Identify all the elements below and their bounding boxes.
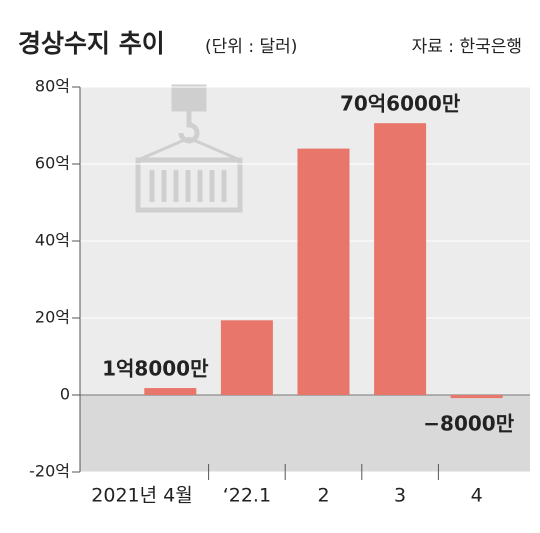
crane-icon xyxy=(135,84,243,213)
y-tick-label: 0 xyxy=(60,385,70,404)
value-label: 70억6000만 xyxy=(340,92,461,116)
x-tick-label: 4 xyxy=(471,485,483,507)
bar xyxy=(220,320,273,395)
y-tick-label: 40억 xyxy=(35,231,70,250)
y-tick-label: 80억 xyxy=(35,77,70,96)
x-tick-label: 2021년 4월 xyxy=(91,485,192,507)
x-tick-label: 2 xyxy=(317,485,329,507)
chart-title: 경상수지 추이 xyxy=(18,29,165,58)
bar xyxy=(144,388,197,395)
negative-background xyxy=(80,395,530,472)
x-tick-label: ‘22.1 xyxy=(223,485,271,507)
chart-subtitle: (단위 : 달러) xyxy=(205,37,297,57)
y-tick-label: 60억 xyxy=(35,154,70,173)
x-tick-label: 3 xyxy=(394,485,406,507)
bar xyxy=(374,123,427,395)
y-tick-label: -20억 xyxy=(29,462,70,481)
value-label: −8000만 xyxy=(423,412,514,436)
bar xyxy=(297,148,350,395)
y-tick-label: 20억 xyxy=(35,308,70,327)
value-label: 1억8000만 xyxy=(102,357,209,381)
source: 자료 : 한국은행 xyxy=(412,37,522,57)
bar xyxy=(450,395,503,399)
